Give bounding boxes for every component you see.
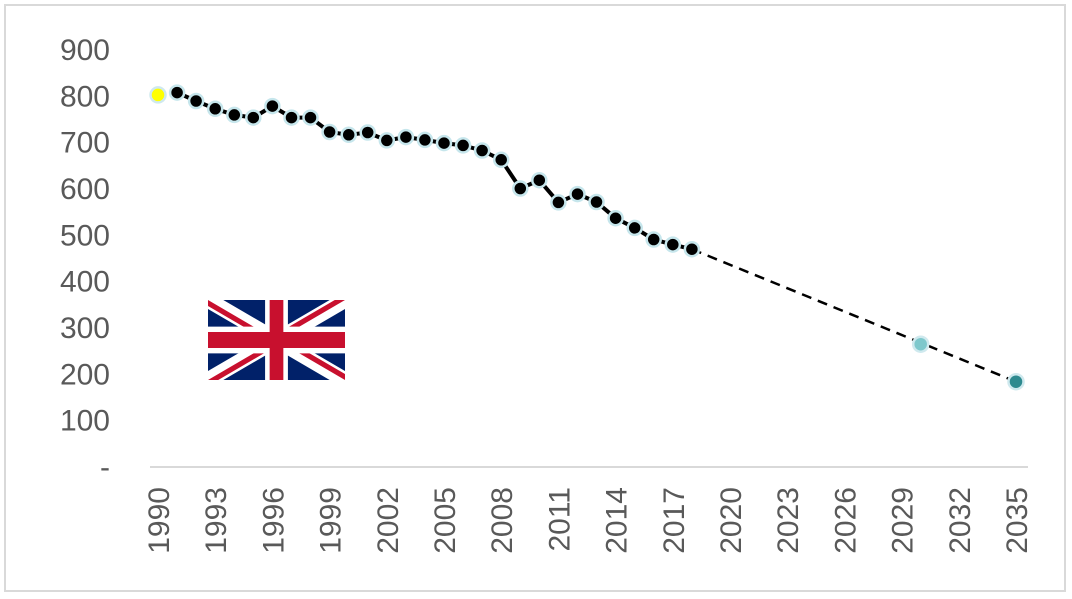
data-point bbox=[531, 171, 548, 189]
data-point bbox=[645, 231, 662, 248]
data-point bbox=[435, 134, 453, 152]
highlight-point bbox=[149, 86, 167, 104]
data-point bbox=[378, 132, 396, 149]
data-point bbox=[550, 194, 567, 211]
y-tick-label: 300 bbox=[60, 312, 110, 345]
y-tick-label: 800 bbox=[60, 80, 110, 113]
data-point bbox=[626, 219, 643, 237]
data-point bbox=[283, 109, 300, 126]
data-point bbox=[340, 126, 357, 144]
data-point bbox=[588, 193, 605, 211]
x-tick-label: 2029 bbox=[887, 487, 920, 554]
highlight-point bbox=[1007, 372, 1025, 391]
y-tick-label: 100 bbox=[60, 405, 110, 438]
y-tick-label: 700 bbox=[60, 127, 110, 160]
y-tick-label: 600 bbox=[60, 173, 110, 206]
data-point bbox=[683, 240, 701, 258]
series-group bbox=[176, 90, 1017, 383]
chart-frame: -100 200 300 400 500 600 700 800 900 1990 1993 199… bbox=[4, 4, 1066, 592]
projection-line bbox=[691, 248, 1017, 383]
data-point bbox=[512, 180, 529, 197]
union-jack-flag-icon bbox=[208, 300, 345, 380]
data-point bbox=[359, 124, 376, 141]
x-tick-label: 2023 bbox=[772, 487, 805, 554]
data-point bbox=[416, 131, 434, 149]
x-tick-label: 2002 bbox=[372, 487, 405, 554]
data-point bbox=[473, 142, 491, 159]
y-tick-label: 400 bbox=[60, 266, 110, 299]
data-point bbox=[264, 97, 281, 115]
y-tick-label: 900 bbox=[60, 34, 110, 67]
data-point bbox=[397, 128, 415, 146]
data-point bbox=[607, 209, 624, 227]
data-point bbox=[569, 185, 586, 203]
x-tick-label: 2011 bbox=[543, 487, 576, 552]
historic-line bbox=[176, 90, 693, 252]
point-group bbox=[149, 84, 1025, 391]
x-tick-label: 2032 bbox=[944, 487, 977, 554]
data-point bbox=[245, 109, 262, 126]
x-tick-label: 2020 bbox=[715, 487, 748, 554]
x-tick-label: 1993 bbox=[200, 487, 233, 554]
x-tick-label: 2017 bbox=[658, 487, 691, 554]
data-point bbox=[206, 100, 224, 118]
highlight-point bbox=[911, 335, 930, 353]
data-point bbox=[664, 236, 682, 253]
data-point bbox=[454, 137, 472, 154]
y-tick-label: - bbox=[100, 451, 110, 484]
data-point bbox=[187, 92, 205, 110]
data-point bbox=[492, 151, 510, 169]
x-tick-label: 2008 bbox=[486, 487, 519, 554]
x-tick-label: 2014 bbox=[601, 487, 634, 554]
x-tick-label: 2026 bbox=[829, 487, 862, 554]
y-axis: - 100 200 300 400 500 600 700 800 900 bbox=[60, 34, 110, 484]
x-tick-label: 2035 bbox=[1001, 487, 1034, 554]
data-point bbox=[226, 106, 243, 124]
y-tick-label: 500 bbox=[60, 219, 110, 252]
data-point bbox=[168, 84, 186, 101]
x-tick-label: 1990 bbox=[143, 487, 176, 554]
y-tick-label: 200 bbox=[60, 358, 110, 391]
x-tick-label: 1999 bbox=[315, 487, 348, 554]
data-point bbox=[321, 123, 338, 141]
x-axis: 1990 1993 1996 1999 2002 2005 2008 2011 2014 2017… bbox=[143, 487, 1034, 554]
data-point bbox=[302, 109, 319, 126]
x-tick-label: 1996 bbox=[257, 487, 290, 554]
x-tick-label: 2005 bbox=[429, 487, 462, 554]
